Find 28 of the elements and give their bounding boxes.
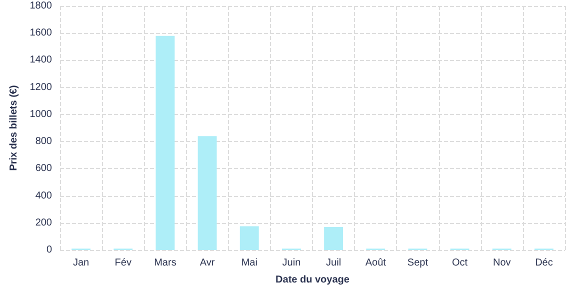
y-tick-label: 1600	[30, 28, 52, 39]
x-axis-title: Date du voyage	[276, 274, 350, 286]
y-tick-label: 1000	[30, 108, 52, 120]
x-tick-label: Juil	[326, 258, 342, 268]
x-tick-label: Fév	[114, 258, 132, 268]
y-tick-label: 800	[35, 136, 52, 148]
x-tick-label: Nov	[492, 258, 511, 268]
x-tick-label: Jan	[72, 258, 90, 268]
bar	[156, 36, 175, 250]
x-tick-label: Août	[365, 258, 386, 268]
y-axis-title: Prix des billets (€)	[8, 85, 20, 171]
y-tick-label: 0	[46, 244, 52, 256]
x-tick-label: Juin	[282, 258, 301, 268]
y-tick-label: 1800	[30, 0, 52, 12]
x-tick-label: Oct	[452, 258, 468, 268]
y-tick-label: 400	[35, 190, 52, 202]
x-tick-label: Mars	[154, 258, 176, 268]
x-tick-label: Déc	[535, 258, 553, 268]
y-tick-label: 1400	[30, 54, 52, 66]
bar	[198, 136, 217, 250]
bar	[324, 226, 344, 250]
y-tick-label: 600	[35, 163, 52, 174]
y-tick-label: 200	[35, 217, 52, 228]
bar	[240, 226, 259, 250]
x-tick-label: Mai	[241, 258, 258, 268]
y-tick-label: 1200	[30, 82, 52, 93]
x-tick-label: Avr	[200, 258, 216, 268]
x-tick-label: Sept	[407, 258, 428, 268]
